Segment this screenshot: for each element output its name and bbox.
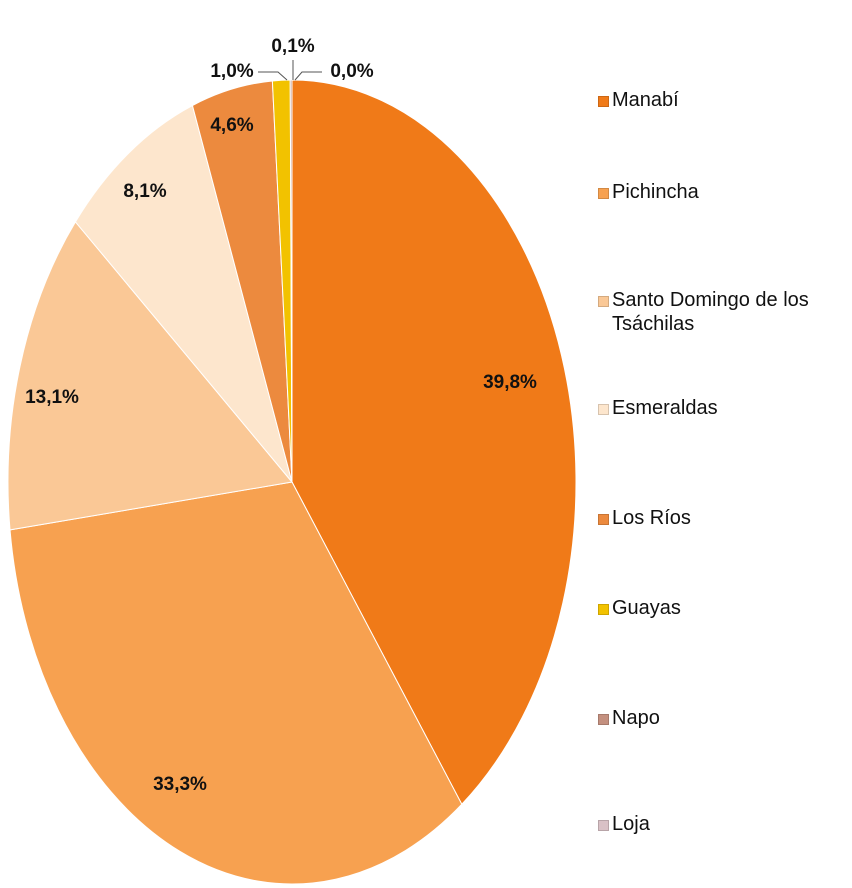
data-label: 8,1% (123, 181, 166, 202)
legend-swatch (598, 404, 609, 415)
data-label: 1,0% (210, 61, 253, 82)
data-label: 0,0% (330, 61, 373, 82)
legend-item: Esmeraldas (598, 396, 848, 420)
legend-label: Santo Domingo de los Tsáchilas (612, 289, 809, 335)
legend-item: Manabí (598, 88, 848, 112)
legend-swatch (598, 820, 609, 831)
pie-slice (7, 221, 293, 531)
legend-swatch (598, 96, 609, 107)
legend-swatch (598, 296, 609, 307)
legend-item: Napo (598, 706, 848, 730)
legend-label: Loja (612, 813, 650, 835)
data-label: 13,1% (25, 387, 79, 408)
leader-lines (258, 60, 322, 81)
pie-slice (9, 481, 463, 885)
legend-item: Loja (598, 812, 848, 836)
leader-line (258, 71, 288, 81)
data-label: 39,8% (483, 372, 537, 393)
legend-swatch (598, 714, 609, 725)
pie-slice (291, 79, 577, 806)
legend-item: Los Ríos (598, 506, 848, 530)
legend-swatch (598, 514, 609, 525)
pie (7, 79, 577, 885)
legend-label: Guayas (612, 597, 681, 619)
legend-label: Napo (612, 707, 660, 729)
legend-label: Los Ríos (612, 507, 691, 529)
legend-item: Santo Domingo de los Tsáchilas (598, 288, 848, 336)
leader-line (294, 71, 322, 81)
legend-label: Manabí (612, 89, 679, 111)
legend-item: Guayas (598, 596, 848, 620)
data-label: 0,1% (271, 36, 314, 57)
legend-swatch (598, 188, 609, 199)
legend-label: Esmeraldas (612, 397, 718, 419)
legend-label: Pichincha (612, 181, 699, 203)
legend-swatch (598, 604, 609, 615)
data-label: 33,3% (153, 774, 207, 795)
pie-slice (74, 104, 293, 483)
legend-item: Pichincha (598, 180, 848, 204)
data-label: 4,6% (210, 115, 253, 136)
